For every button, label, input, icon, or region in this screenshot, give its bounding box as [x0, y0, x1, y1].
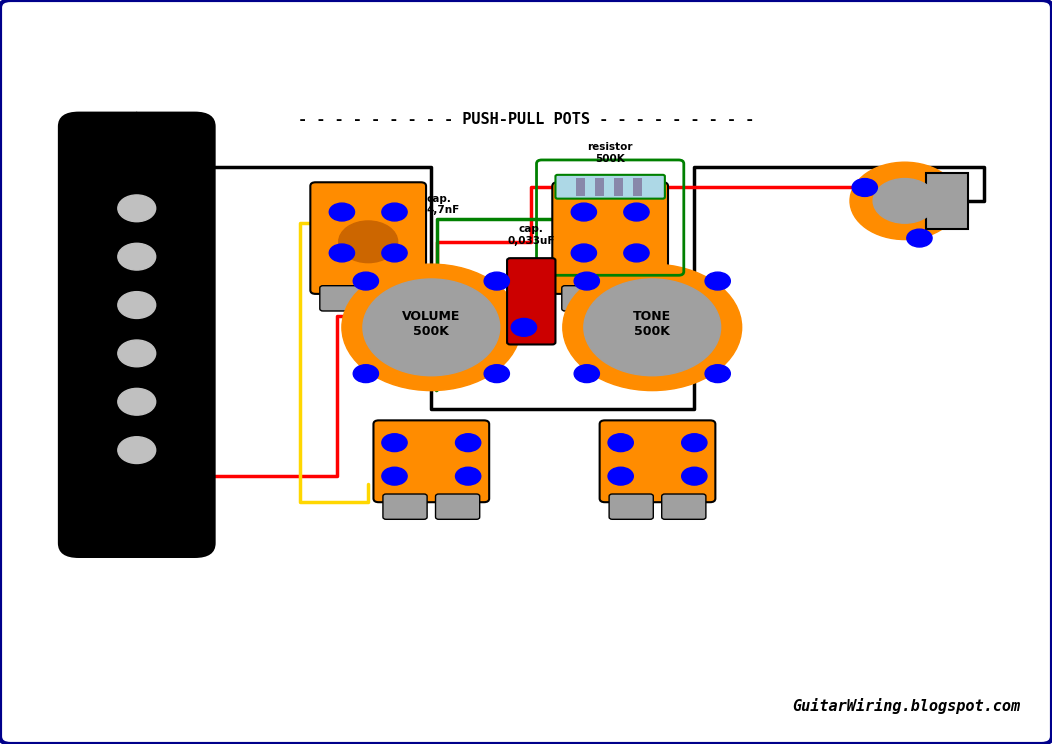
- Circle shape: [563, 264, 742, 391]
- Polygon shape: [79, 521, 195, 558]
- FancyBboxPatch shape: [383, 494, 427, 519]
- FancyBboxPatch shape: [372, 286, 417, 311]
- Circle shape: [852, 179, 877, 196]
- Circle shape: [574, 272, 600, 290]
- Circle shape: [571, 244, 596, 262]
- Circle shape: [574, 365, 600, 382]
- Circle shape: [382, 467, 407, 485]
- FancyBboxPatch shape: [320, 286, 364, 311]
- Bar: [576, 178, 585, 196]
- Circle shape: [907, 229, 932, 247]
- FancyBboxPatch shape: [507, 258, 555, 344]
- Circle shape: [624, 203, 649, 221]
- Circle shape: [584, 279, 721, 376]
- Text: VOLUME
500K: VOLUME 500K: [402, 310, 461, 338]
- Circle shape: [382, 434, 407, 452]
- FancyBboxPatch shape: [555, 175, 665, 199]
- Circle shape: [624, 244, 649, 262]
- FancyBboxPatch shape: [562, 286, 606, 311]
- Bar: [633, 178, 642, 196]
- Circle shape: [682, 467, 707, 485]
- Circle shape: [484, 365, 509, 382]
- Circle shape: [118, 243, 156, 270]
- FancyBboxPatch shape: [662, 494, 706, 519]
- Text: TONE
500K: TONE 500K: [633, 310, 671, 338]
- Circle shape: [382, 203, 407, 221]
- Circle shape: [118, 340, 156, 367]
- Circle shape: [456, 467, 481, 485]
- FancyBboxPatch shape: [552, 182, 668, 294]
- Circle shape: [705, 272, 730, 290]
- FancyBboxPatch shape: [609, 494, 653, 519]
- Circle shape: [118, 195, 156, 222]
- Polygon shape: [79, 112, 195, 149]
- Circle shape: [118, 437, 156, 464]
- FancyBboxPatch shape: [310, 182, 426, 294]
- Circle shape: [118, 388, 156, 415]
- Circle shape: [329, 203, 355, 221]
- Circle shape: [682, 434, 707, 452]
- Circle shape: [608, 434, 633, 452]
- Circle shape: [329, 244, 355, 262]
- Circle shape: [456, 434, 481, 452]
- Circle shape: [342, 264, 521, 391]
- Text: resistor
500K: resistor 500K: [587, 142, 633, 164]
- Circle shape: [339, 221, 398, 263]
- Circle shape: [608, 467, 633, 485]
- Text: cap.
4,7nF: cap. 4,7nF: [426, 193, 460, 216]
- Bar: [614, 178, 623, 196]
- FancyBboxPatch shape: [614, 286, 659, 311]
- Circle shape: [873, 179, 936, 223]
- Circle shape: [382, 244, 407, 262]
- Circle shape: [484, 272, 509, 290]
- Circle shape: [705, 365, 730, 382]
- FancyBboxPatch shape: [600, 420, 715, 502]
- Bar: [595, 178, 604, 196]
- Circle shape: [511, 318, 537, 336]
- Text: - - - - - - - - - PUSH-PULL POTS - - - - - - - - -: - - - - - - - - - PUSH-PULL POTS - - - -…: [298, 112, 754, 126]
- Bar: [926, 173, 968, 229]
- Circle shape: [850, 162, 959, 240]
- FancyBboxPatch shape: [373, 420, 489, 502]
- Text: cap.
0,033uF: cap. 0,033uF: [507, 224, 555, 246]
- Circle shape: [363, 279, 500, 376]
- Circle shape: [889, 190, 920, 212]
- Circle shape: [353, 365, 379, 382]
- Circle shape: [571, 203, 596, 221]
- Circle shape: [118, 292, 156, 318]
- FancyBboxPatch shape: [436, 494, 480, 519]
- Circle shape: [353, 272, 379, 290]
- FancyBboxPatch shape: [58, 112, 216, 558]
- Text: GuitarWiring.blogspot.com: GuitarWiring.blogspot.com: [792, 698, 1020, 714]
